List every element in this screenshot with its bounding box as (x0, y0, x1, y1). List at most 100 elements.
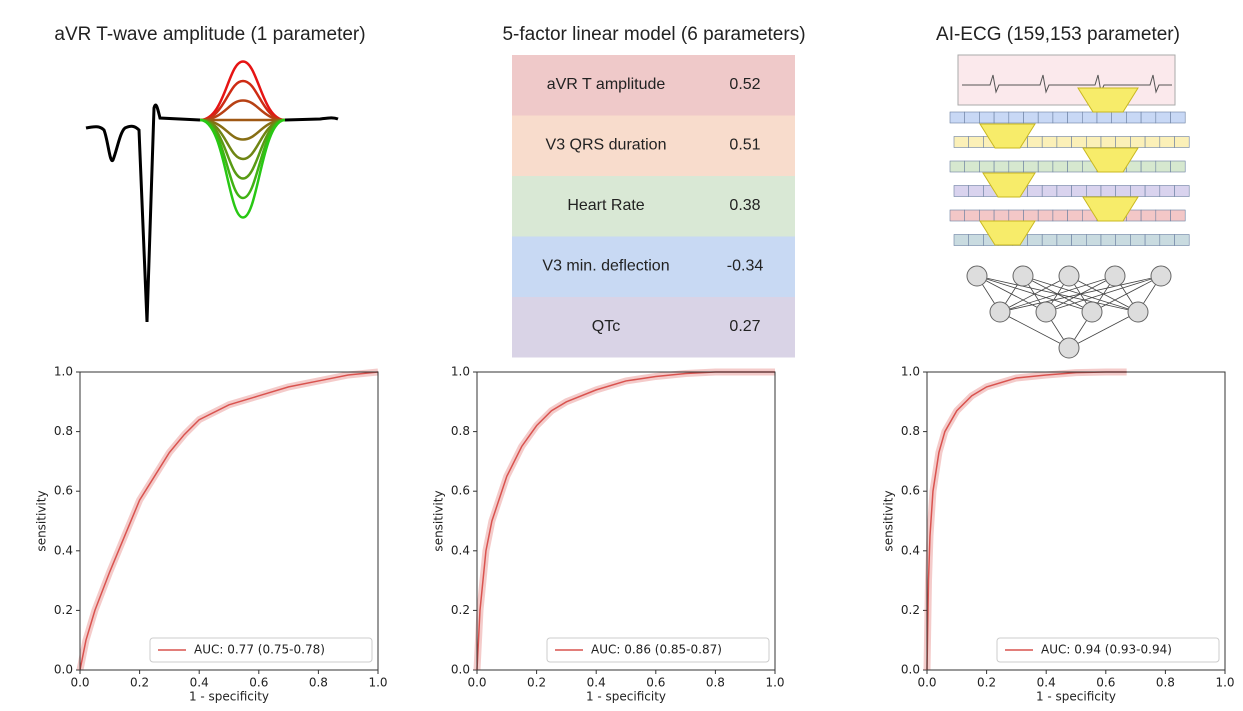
filter (1082, 147, 1139, 173)
filter (982, 172, 1036, 198)
t-wave (199, 60, 286, 122)
row-value: 0.27 (729, 318, 760, 335)
x-tick-label: 0.4 (587, 676, 606, 690)
layer-cell (1041, 185, 1058, 197)
layer-cell (1100, 136, 1116, 148)
filter (979, 220, 1036, 246)
layer-cell (1052, 160, 1068, 173)
neuron (1035, 301, 1057, 323)
t-wave (199, 118, 286, 200)
y-tick-label: 0.8 (451, 424, 470, 438)
layer-cell (1130, 185, 1146, 197)
layer-cell (1115, 234, 1131, 246)
roc-chart: 0.0 0.2 0.4 0.6 0.8 1.0 0.0 0.2 0.4 0.6 0.8 1.0 1 - … (35, 365, 388, 704)
neuron (1081, 301, 1103, 323)
y-tick-label: 1.0 (54, 365, 73, 379)
y-tick-label: 0.0 (54, 663, 73, 677)
row-label: QTc (592, 318, 620, 335)
legend-label: AUC: 0.77 (0.75-0.78) (194, 643, 325, 657)
layer-cell (1052, 111, 1068, 124)
legend-label: AUC: 0.94 (0.93-0.94) (1041, 643, 1172, 657)
row-label: aVR T amplitude (547, 76, 666, 93)
layer-cell (1086, 136, 1102, 148)
layer-cell (1140, 111, 1157, 124)
x-axis-label: 1 - specificity (586, 690, 666, 704)
layer-cell (964, 111, 980, 124)
confidence-band (473, 368, 775, 671)
confidence-band (76, 368, 379, 671)
y-tick-label: 1.0 (901, 365, 920, 379)
y-tick-label: 0.4 (451, 543, 470, 557)
t-wave (199, 118, 286, 141)
ecg-strip (957, 54, 1176, 106)
panel-title: aVR T-wave amplitude (1 parameter) (54, 24, 365, 45)
layer-cell (968, 136, 984, 148)
filter (979, 123, 1036, 149)
layer-cell (1170, 209, 1186, 222)
x-tick-label: 0.8 (706, 676, 725, 690)
layer-cell (1100, 185, 1116, 197)
layer-cell (1027, 234, 1043, 246)
x-tick-label: 1.0 (368, 676, 387, 690)
layer-cell (949, 111, 965, 124)
table-row (512, 236, 795, 297)
layer-cell (1130, 136, 1146, 148)
panel-title: 5-factor linear model (6 parameters) (502, 24, 805, 45)
neuron (1127, 301, 1149, 323)
row-label: V3 QRS duration (546, 137, 667, 154)
layer-cell (1174, 234, 1190, 246)
y-tick-label: 0.6 (451, 484, 470, 498)
row-value: 0.38 (729, 197, 760, 214)
x-tick-label: 0.6 (1096, 676, 1115, 690)
y-axis-label: sensitivity (35, 490, 49, 551)
row-label: V3 min. deflection (542, 258, 669, 275)
layer-cell (1008, 160, 1024, 173)
layer-cell (1071, 185, 1087, 197)
layer-cell (979, 160, 995, 173)
layer-cell (968, 234, 984, 246)
y-tick-label: 1.0 (451, 365, 470, 379)
y-tick-label: 0.0 (901, 663, 920, 677)
x-tick-label: 0.2 (130, 676, 149, 690)
layer-cell (1174, 136, 1190, 148)
layer-cell (1071, 136, 1087, 148)
layer-cell (1056, 136, 1072, 148)
row-value: 0.52 (729, 76, 760, 93)
layer-cell (1027, 185, 1043, 197)
layer-cell (1170, 160, 1186, 173)
layer-cell (979, 209, 995, 222)
ecg-strip-trace (962, 74, 1172, 94)
layer-cell (1155, 111, 1171, 124)
filter (1082, 196, 1139, 222)
plot-frame (79, 371, 379, 671)
y-tick-label: 0.8 (54, 424, 73, 438)
layer-cell (1041, 136, 1058, 148)
y-tick-label: 0.2 (901, 603, 920, 617)
neuron (1012, 265, 1034, 287)
x-tick-label: 0.6 (249, 676, 268, 690)
layer-cell (1071, 234, 1087, 246)
layer-cell (1027, 136, 1043, 148)
layer-cell (993, 160, 1010, 173)
layer-cell (1056, 185, 1072, 197)
layer-cell (1130, 234, 1146, 246)
ecg-trace (284, 116, 339, 122)
x-tick-label: 0.4 (190, 676, 209, 690)
layer-cell (1140, 160, 1157, 173)
layer-cell (1174, 185, 1190, 197)
confidence-band (923, 368, 1127, 671)
x-tick-label: 0.0 (467, 676, 486, 690)
layer-cell (979, 111, 995, 124)
neuron (1058, 265, 1080, 287)
plot-frame (926, 371, 1226, 671)
row-label: Heart Rate (567, 197, 644, 214)
legend-label: AUC: 0.86 (0.85-0.87) (591, 643, 722, 657)
layer-cell (1086, 234, 1102, 246)
neuron (966, 265, 988, 287)
y-tick-label: 0.6 (901, 484, 920, 498)
neuron (1104, 265, 1126, 287)
layer-cell (1023, 160, 1039, 173)
y-axis-label: sensitivity (882, 490, 896, 551)
layer-cell (1023, 209, 1039, 222)
